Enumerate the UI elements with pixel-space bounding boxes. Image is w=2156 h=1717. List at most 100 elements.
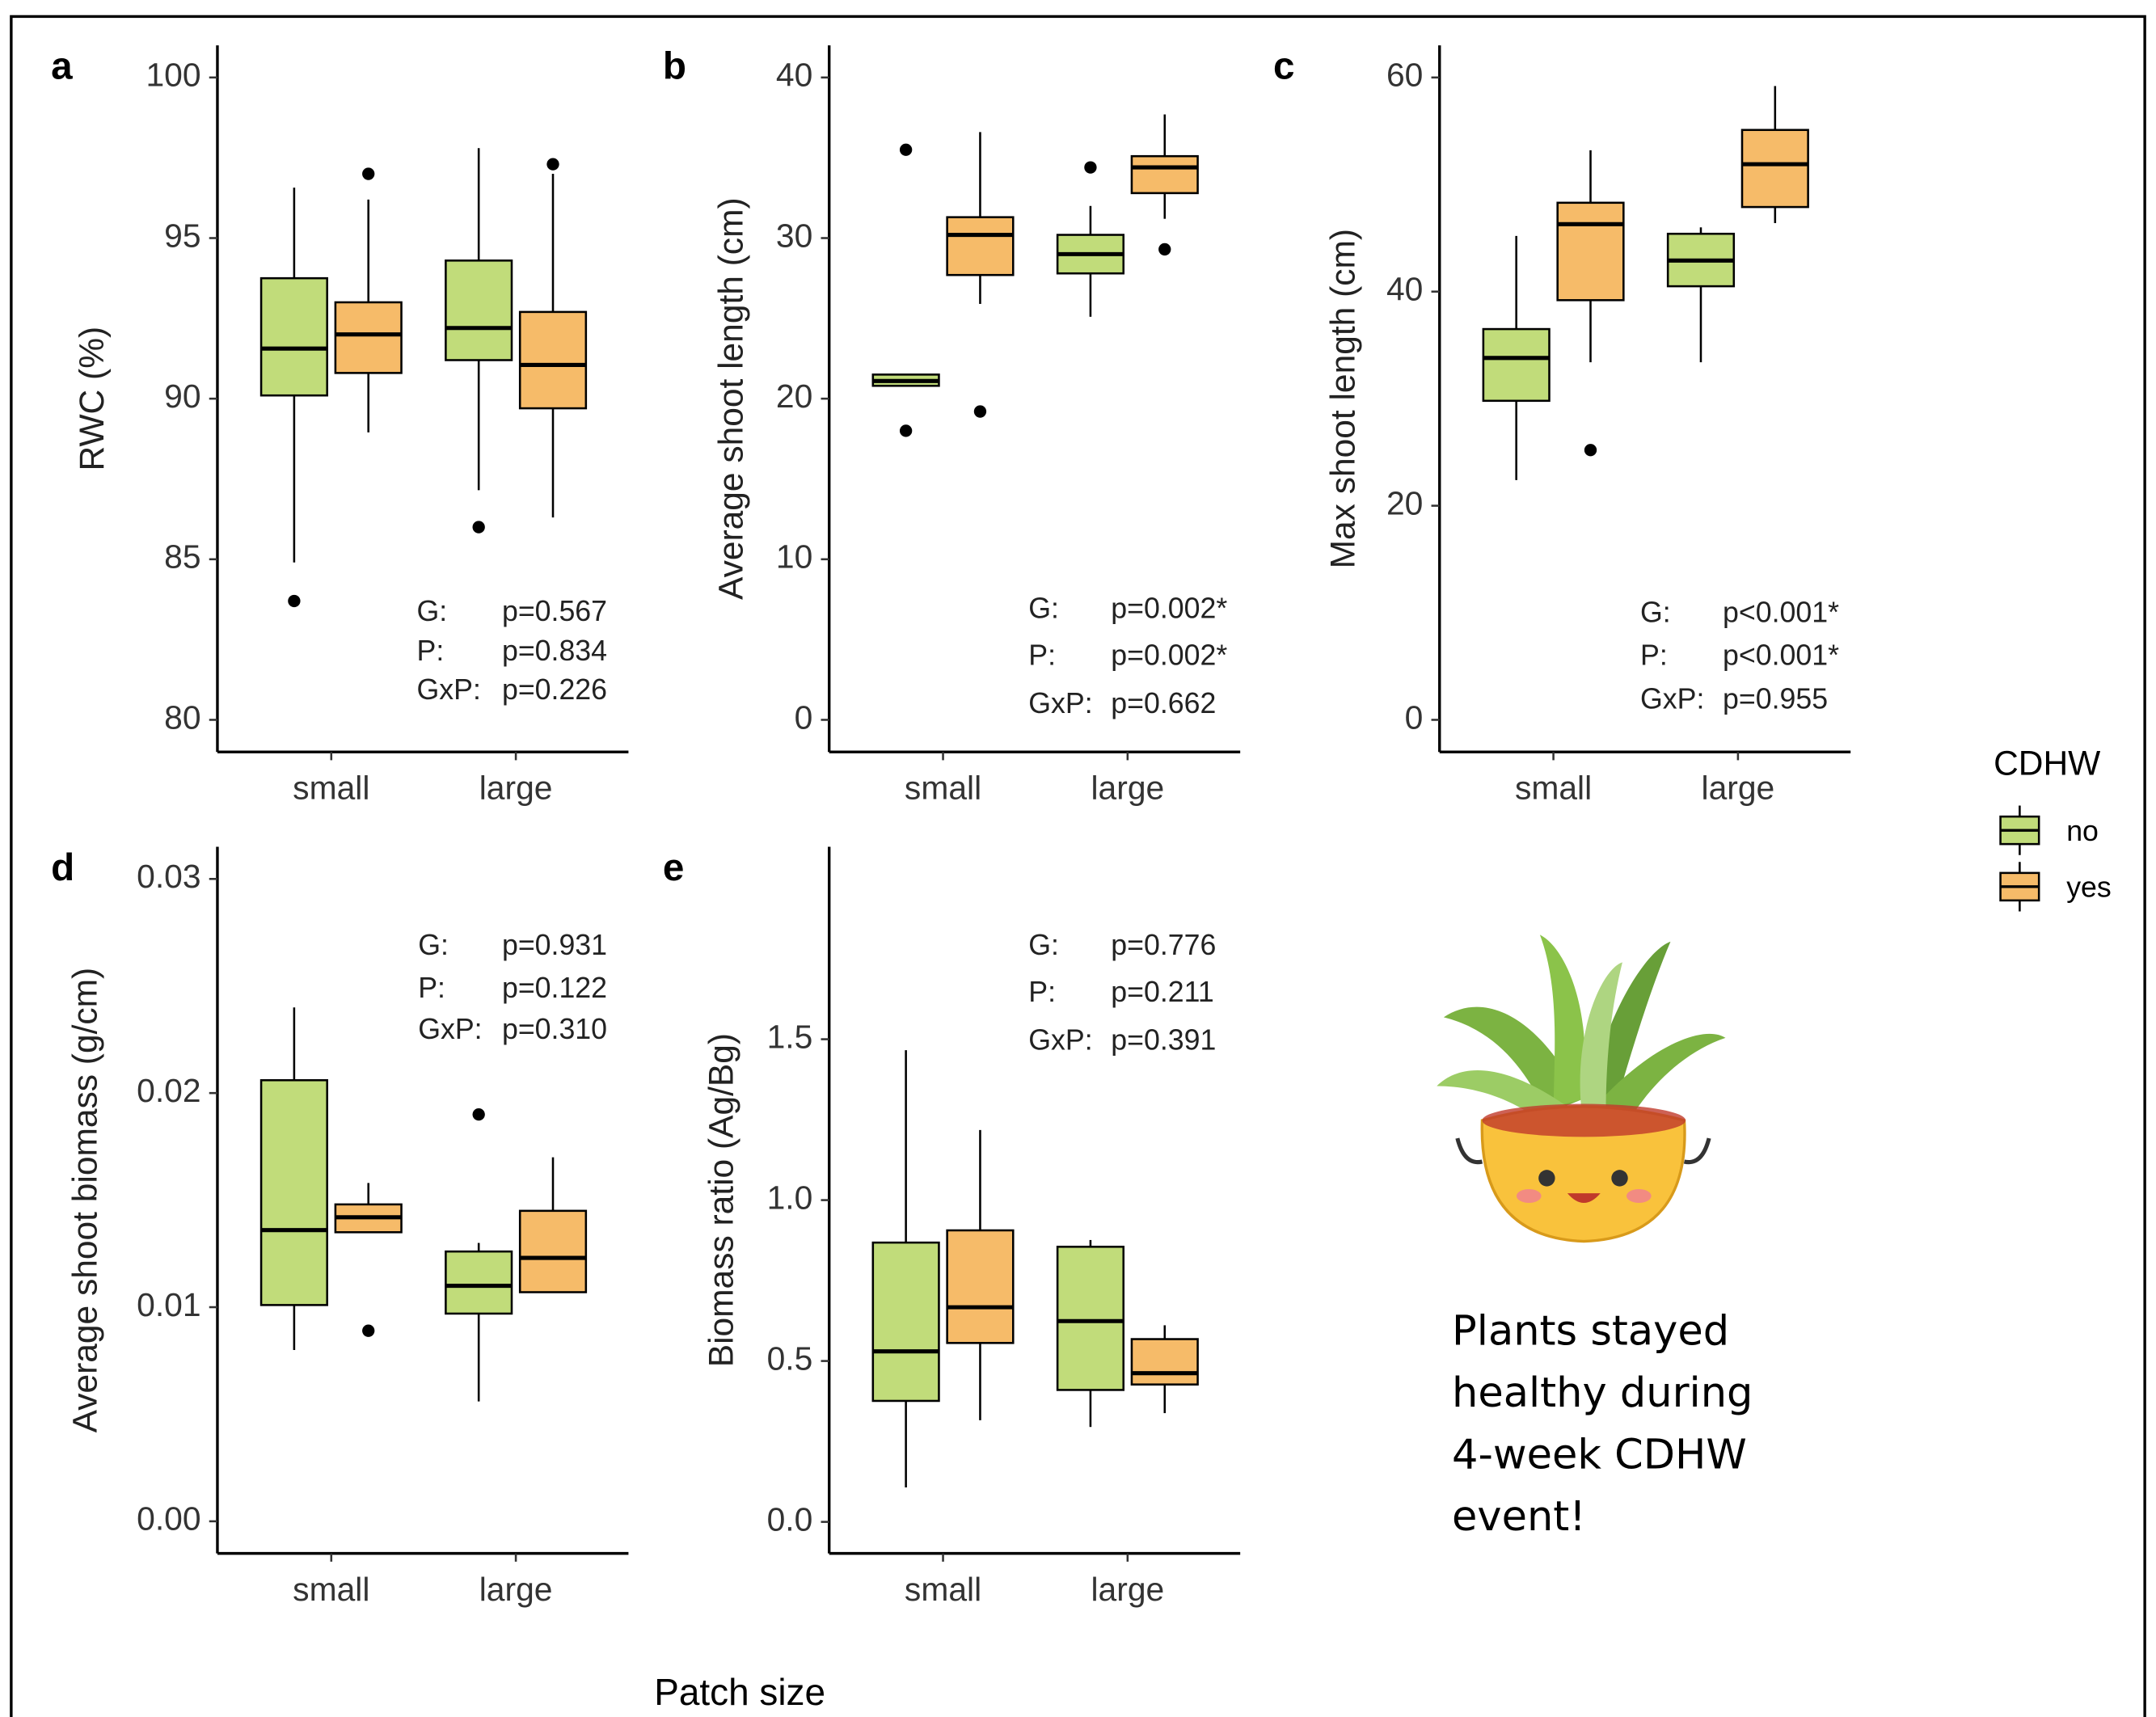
stat-label: GxP: (1028, 687, 1092, 719)
y-tick-label: 1.0 (767, 1179, 813, 1216)
x-tick-label: small (1515, 770, 1592, 807)
legend-title: CDHW (1994, 745, 2100, 783)
y-tick-label: 0.0 (767, 1500, 813, 1538)
outlier (974, 405, 986, 417)
caption-line: event! (1452, 1493, 1586, 1541)
y-tick-label: 1.5 (767, 1018, 813, 1055)
outlier (362, 1325, 374, 1337)
panel-label: b (663, 45, 686, 88)
box (445, 1251, 512, 1314)
outlier (546, 158, 559, 170)
box (261, 278, 327, 395)
x-tick-label: large (479, 1571, 553, 1608)
x-tick-label: large (479, 770, 553, 807)
x-tick-label: small (293, 770, 369, 807)
stat-value: p=0.211 (1111, 976, 1213, 1008)
box (261, 1080, 327, 1305)
stat-label: P: (417, 635, 445, 667)
box (873, 1242, 939, 1401)
stat-value: p=0.776 (1111, 929, 1216, 961)
y-tick-label: 40 (1386, 271, 1423, 308)
box (1558, 203, 1624, 301)
outlier (900, 424, 912, 437)
x-tick-label: small (905, 770, 981, 807)
stat-label: GxP: (417, 673, 481, 706)
y-axis-title: Average shoot length (cm) (713, 197, 751, 600)
caption-line: Plants stayed (1452, 1308, 1729, 1356)
y-axis-title: RWC (%) (74, 327, 112, 471)
outlier (1584, 444, 1597, 456)
stat-value: p=0.391 (1111, 1023, 1216, 1056)
stat-value: p=0.955 (1723, 683, 1828, 715)
y-tick-label: 85 (164, 538, 200, 576)
stat-value: p=0.931 (502, 929, 607, 961)
y-tick-label: 0.5 (767, 1339, 813, 1377)
x-tick-label: large (1091, 1571, 1164, 1608)
outlier (473, 521, 485, 533)
stat-value: p=0.122 (502, 972, 607, 1004)
box (1132, 1339, 1198, 1385)
stat-label: P: (1028, 639, 1056, 671)
y-tick-label: 20 (1386, 484, 1423, 521)
box (1132, 156, 1198, 193)
stat-label: G: (418, 929, 449, 961)
y-tick-label: 0.02 (137, 1072, 200, 1109)
stat-value: p=0.310 (502, 1013, 607, 1045)
outlier (1084, 161, 1096, 173)
y-tick-label: 30 (776, 217, 812, 254)
y-tick-label: 0.03 (137, 858, 200, 895)
y-tick-label: 0.00 (137, 1500, 200, 1538)
panel-label: e (663, 846, 684, 889)
legend-label: yes (2066, 871, 2112, 904)
y-axis-title: Biomass ratio (Ag/Bg) (703, 1033, 741, 1367)
y-tick-label: 20 (776, 378, 812, 415)
y-tick-label: 0 (795, 698, 813, 736)
panel-label: c (1273, 45, 1294, 88)
caption-line: healthy during (1452, 1369, 1753, 1417)
y-tick-label: 0.01 (137, 1286, 200, 1323)
box (445, 260, 512, 360)
y-tick-label: 40 (776, 57, 812, 94)
box (947, 1230, 1014, 1343)
panel-label: a (51, 45, 73, 88)
box (335, 302, 402, 373)
x-tick-label: small (293, 1571, 369, 1608)
box (1483, 329, 1550, 401)
legend-label: no (2066, 815, 2099, 847)
stat-label: G: (417, 595, 448, 627)
stat-label: GxP: (418, 1013, 482, 1045)
outlier (1158, 243, 1171, 255)
panel-label: d (51, 846, 74, 889)
stat-label: G: (1640, 597, 1671, 629)
x-tick-label: large (1702, 770, 1775, 807)
y-axis-title: Average shoot biomass (g/cm) (66, 968, 104, 1433)
outlier (900, 144, 912, 156)
stat-label: P: (418, 972, 445, 1004)
outlier (288, 595, 300, 607)
x-tick-label: small (905, 1571, 981, 1608)
stat-value: p=0.226 (502, 673, 607, 706)
y-tick-label: 80 (164, 698, 200, 736)
y-tick-label: 60 (1386, 57, 1423, 94)
stat-value: p=0.567 (502, 595, 607, 627)
y-tick-label: 100 (146, 57, 200, 94)
stat-value: p<0.001* (1723, 597, 1839, 629)
x-tick-label: large (1091, 770, 1164, 807)
stat-label: G: (1028, 592, 1059, 624)
stat-value: p=0.834 (502, 635, 607, 667)
box (520, 312, 586, 408)
y-tick-label: 95 (164, 217, 200, 254)
outlier (362, 167, 374, 179)
y-tick-label: 90 (164, 378, 200, 415)
stat-label: GxP: (1028, 1023, 1092, 1056)
y-tick-label: 0 (1405, 698, 1424, 736)
box (1057, 1247, 1124, 1390)
stat-label: P: (1640, 639, 1668, 671)
caption-line: 4-week CDHW (1452, 1432, 1747, 1479)
y-axis-title: Max shoot length (cm) (1324, 229, 1362, 568)
stat-label: G: (1028, 929, 1059, 961)
outlier (473, 1108, 485, 1120)
stat-label: GxP: (1640, 683, 1704, 715)
stat-value: p<0.001* (1723, 639, 1839, 671)
figure: Patch size CDHW 80859095100smalllargeaRW… (0, 0, 2156, 1717)
